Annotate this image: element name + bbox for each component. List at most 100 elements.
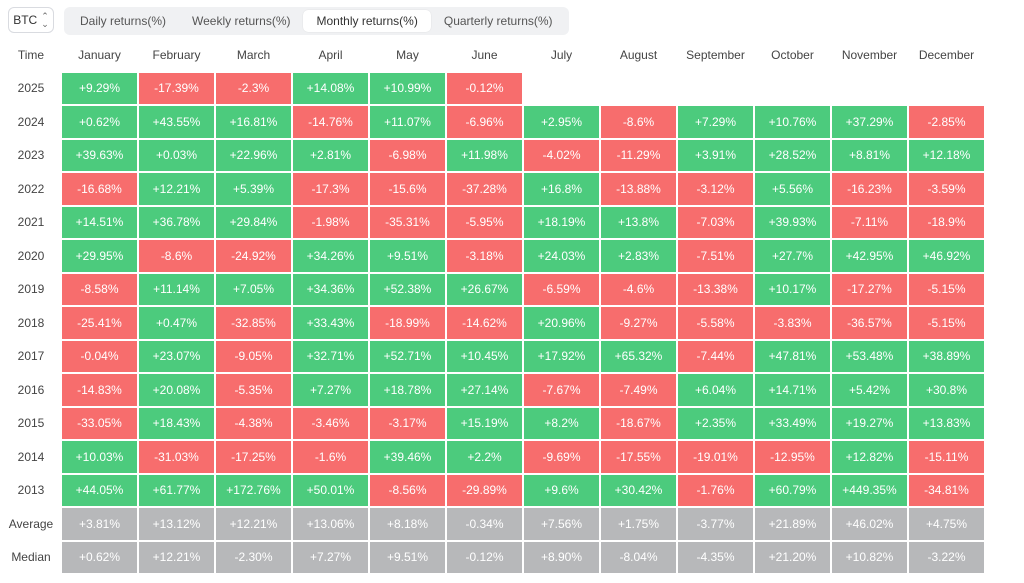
return-cell: -3.59% <box>909 173 984 205</box>
return-cell: +12.18% <box>909 139 984 171</box>
return-cell: -1.76% <box>678 474 753 506</box>
return-cell: +12.82% <box>832 441 907 473</box>
return-cell: +10.03% <box>62 441 137 473</box>
return-cell: +42.95% <box>832 240 907 272</box>
return-cell: +30.42% <box>601 474 676 506</box>
tab-monthly-returns[interactable]: Monthly returns(%) <box>303 10 431 32</box>
return-cell: +13.06% <box>293 508 368 540</box>
return-cell: +29.95% <box>62 240 137 272</box>
return-cell: -17.55% <box>601 441 676 473</box>
return-cell: +5.42% <box>832 374 907 406</box>
return-cell: +19.27% <box>832 407 907 439</box>
return-cell: +449.35% <box>832 474 907 506</box>
return-cell: -9.27% <box>601 307 676 339</box>
return-cell: +7.29% <box>678 106 753 138</box>
return-cell: +38.89% <box>909 340 984 372</box>
table-row-2015: 2015 -33.05% +18.43% -4.38% -3.46% -3.17% +15.… <box>2 407 984 439</box>
column-header-august: August <box>619 47 658 62</box>
return-cell: -0.04% <box>62 340 137 372</box>
return-cell: +18.19% <box>524 206 599 238</box>
return-cell: +39.93% <box>755 206 830 238</box>
return-cell: +20.96% <box>524 307 599 339</box>
column-header-july: July <box>550 47 573 62</box>
return-cell: +14.08% <box>293 72 368 104</box>
return-cell: -4.38% <box>216 407 291 439</box>
return-cell: +12.21% <box>139 173 214 205</box>
return-cell: -8.58% <box>62 273 137 305</box>
return-cell: -13.88% <box>601 173 676 205</box>
return-cell: +6.04% <box>678 374 753 406</box>
return-cell: -3.46% <box>293 407 368 439</box>
row-label: 2022 <box>17 181 45 196</box>
row-label: 2019 <box>17 282 45 297</box>
table-row-2023: 2023 +39.63% +0.03% +22.96% +2.81% -6.98% +11.… <box>2 139 984 171</box>
column-header-october: October <box>771 47 814 62</box>
return-cell: -5.15% <box>909 307 984 339</box>
return-cell: -4.02% <box>524 139 599 171</box>
tab-quarterly-returns[interactable]: Quarterly returns(%) <box>443 14 553 28</box>
return-cell: +2.35% <box>678 407 753 439</box>
return-cell: -3.22% <box>909 541 984 573</box>
return-cell: -24.92% <box>216 240 291 272</box>
table-row-2022: 2022 -16.68% +12.21% +5.39% -17.3% -15.6% -37.… <box>2 173 984 205</box>
return-cell: -7.51% <box>678 240 753 272</box>
column-header-march: March <box>236 47 271 62</box>
return-cell <box>678 73 753 105</box>
return-cell: +10.76% <box>755 106 830 138</box>
tab-daily-returns[interactable]: Daily returns(%) <box>80 14 167 28</box>
return-cell: -33.05% <box>62 407 137 439</box>
return-cell: -6.59% <box>524 273 599 305</box>
return-cell: -7.49% <box>601 374 676 406</box>
return-cell: +52.71% <box>370 340 445 372</box>
return-cell: +34.26% <box>293 240 368 272</box>
return-cell: -5.58% <box>678 307 753 339</box>
return-cell: +29.84% <box>216 206 291 238</box>
row-label: 2021 <box>17 215 45 230</box>
return-cell: +39.46% <box>370 441 445 473</box>
return-cell: +11.14% <box>139 273 214 305</box>
column-header-time: Time <box>17 47 45 62</box>
return-cell: +2.95% <box>524 106 599 138</box>
return-cell: +28.52% <box>755 139 830 171</box>
column-header-september: September <box>686 47 745 62</box>
column-header-april: April <box>318 47 343 62</box>
asset-select[interactable]: BTC ⌃ ⌄ <box>8 7 54 33</box>
return-cell: +39.63% <box>62 139 137 171</box>
return-cell: -14.83% <box>62 374 137 406</box>
return-cell: +5.39% <box>216 173 291 205</box>
return-cell: -7.11% <box>832 206 907 238</box>
return-cell: +30.8% <box>909 374 984 406</box>
return-cell: -14.76% <box>293 106 368 138</box>
toolbar: BTC ⌃ ⌄ Daily returns(%) Weekly returns(%… <box>8 7 569 35</box>
return-cell: -37.28% <box>447 173 522 205</box>
return-cell: +21.20% <box>755 541 830 573</box>
return-cell: +61.77% <box>139 474 214 506</box>
return-cell: +4.75% <box>909 508 984 540</box>
return-cell: +3.81% <box>62 508 137 540</box>
tab-weekly-returns[interactable]: Weekly returns(%) <box>192 14 291 28</box>
return-cell: +15.19% <box>447 407 522 439</box>
return-cell: +65.32% <box>601 340 676 372</box>
return-cell: +10.99% <box>370 72 445 104</box>
return-cell: -13.38% <box>678 273 753 305</box>
return-cell: +9.51% <box>370 541 445 573</box>
table-body: 2025 +9.29% -17.39% -2.3% +14.08% +10.99% -0.1… <box>2 72 984 573</box>
return-cell: -3.18% <box>447 240 522 272</box>
return-cell: +47.81% <box>755 340 830 372</box>
return-cell: +13.83% <box>909 407 984 439</box>
return-cell: -7.67% <box>524 374 599 406</box>
table-row-2020: 2020 +29.95% -8.6% -24.92% +34.26% +9.51% -3.1… <box>2 240 984 272</box>
return-cell: -3.17% <box>370 407 445 439</box>
return-cell: +23.07% <box>139 340 214 372</box>
return-cell: +21.89% <box>755 508 830 540</box>
return-cell: -36.57% <box>832 307 907 339</box>
return-cell: +12.21% <box>216 508 291 540</box>
return-cell: +8.2% <box>524 407 599 439</box>
return-cell: -16.23% <box>832 173 907 205</box>
table-row-2013: 2013 +44.05% +61.77% +172.76% +50.01% -8.56% -… <box>2 474 984 506</box>
table-header: Time January February March April May June Jul… <box>2 39 984 71</box>
table-row-2016: 2016 -14.83% +20.08% -5.35% +7.27% +18.78% +27… <box>2 374 984 406</box>
return-cell: +13.8% <box>601 206 676 238</box>
return-cell <box>601 73 676 105</box>
return-cell: -17.25% <box>216 441 291 473</box>
